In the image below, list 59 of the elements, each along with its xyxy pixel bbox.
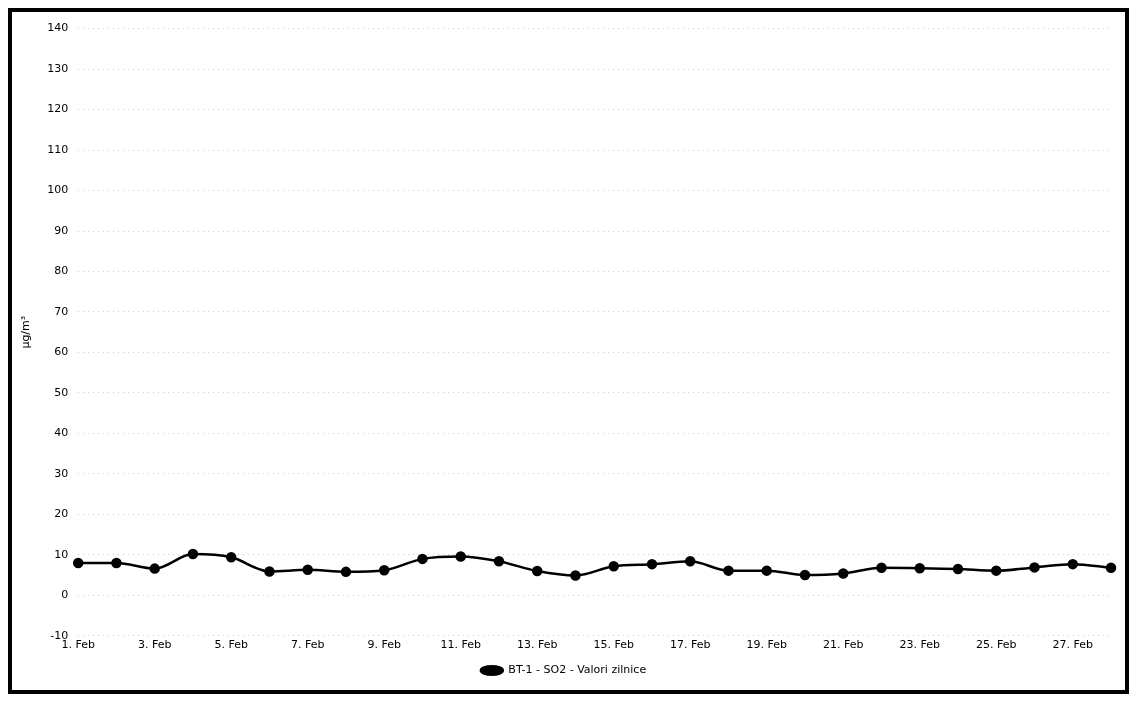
x-tick-label: 27. Feb (1052, 638, 1093, 652)
point (340, 566, 352, 578)
y-tick-label: 140 (47, 21, 69, 35)
point (1067, 558, 1078, 570)
point (417, 553, 428, 565)
y-tick-label: 90 (54, 223, 69, 237)
y-tick-label: 30 (54, 466, 69, 480)
point (570, 570, 581, 581)
point (264, 566, 275, 577)
x-tick-label: 9. Feb (367, 638, 401, 652)
point (378, 564, 390, 576)
x-tick-label: 7. Feb (290, 638, 325, 652)
y-axis-title: µg/m³ (19, 315, 33, 349)
x-tick-label: 15. Feb (593, 638, 634, 652)
point (111, 557, 122, 569)
point (455, 551, 466, 562)
y-tick-label: 0 (61, 588, 69, 602)
y-tick-label: 60 (54, 345, 69, 359)
x-tick-label: 19. Feb (746, 638, 787, 652)
x-tick-label: 25. Feb (976, 638, 1017, 652)
y-tick-label: 80 (54, 264, 69, 278)
point (1105, 562, 1117, 574)
point (302, 564, 313, 576)
point (187, 548, 199, 560)
point (225, 552, 237, 563)
point (876, 562, 887, 574)
point (646, 558, 658, 570)
x-tick-label: 13. Feb (516, 638, 558, 652)
point (723, 565, 734, 576)
x-tick-label: 3. Feb (137, 638, 172, 652)
y-tick-label: 110 (47, 142, 69, 156)
point (914, 562, 925, 574)
x-tick-label: 1. Feb (61, 638, 95, 652)
y-tick-label: 130 (47, 61, 69, 75)
y-tick-label: 40 (54, 426, 69, 440)
legend-label: BT-1 - SO2 - Valori zilnice (508, 663, 647, 677)
y-tick-label: 100 (47, 183, 69, 197)
x-tick-label: 23. Feb (899, 638, 940, 652)
point (493, 556, 505, 567)
y-tick-label: 10 (54, 547, 69, 561)
point (799, 569, 811, 581)
x-tick-label: 21. Feb (823, 638, 864, 652)
point (952, 563, 964, 575)
y-tick-label: 20 (54, 507, 69, 521)
point (531, 565, 543, 577)
y-tick-label: 70 (54, 304, 69, 318)
x-tick-label: 5. Feb (214, 638, 248, 652)
y-tick-label: 120 (47, 102, 69, 116)
point (684, 556, 696, 567)
x-tick-label: 11. Feb (440, 638, 481, 652)
point (990, 565, 1002, 576)
x-tick-label: 17. Feb (669, 638, 711, 652)
point (1029, 562, 1040, 573)
y-tick-label: 50 (54, 385, 69, 399)
point (608, 560, 619, 572)
point (149, 563, 160, 574)
point (837, 568, 849, 579)
point (72, 557, 84, 569)
point (761, 565, 772, 576)
